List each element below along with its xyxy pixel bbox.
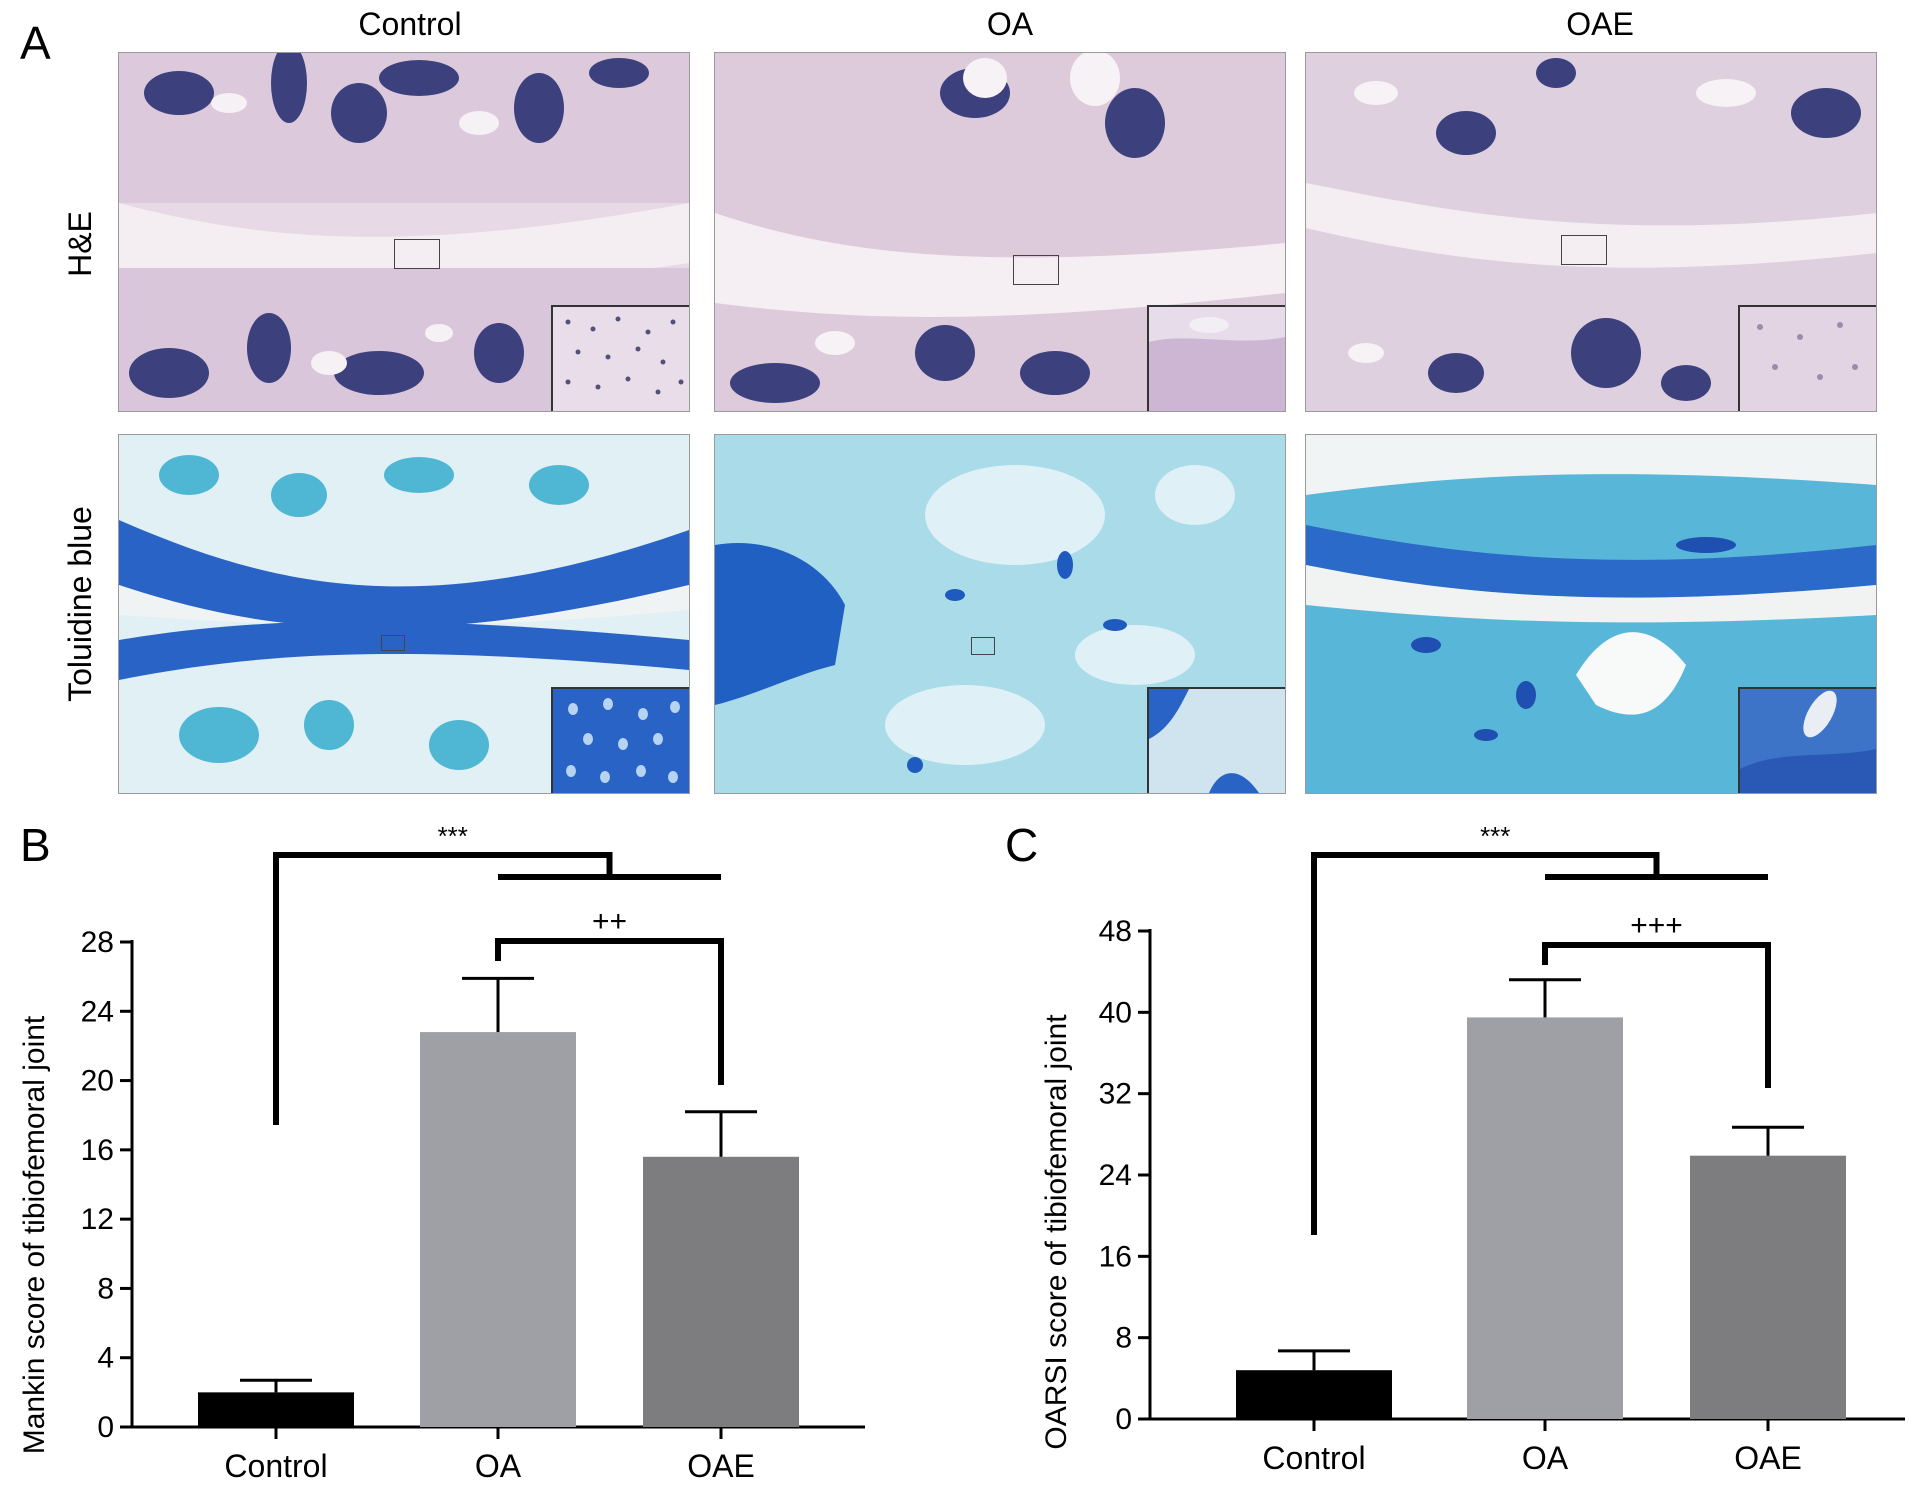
panel-letter-b: B: [20, 819, 51, 871]
chart-c-bracket-main: [1311, 852, 1660, 1235]
inset-he-oa: [1147, 305, 1285, 411]
chart-b-axes: 0 4 8 12 16 20 24 28 Control OA OAE *** ++: [81, 821, 865, 1484]
chart-b-sig-label-oa-oae: ++: [592, 905, 627, 938]
chart-b-xtick-label-control: Control: [224, 1448, 327, 1484]
panel-letter-c: C: [1005, 819, 1039, 871]
roi-box-tb-control: [381, 635, 405, 651]
chart-c-axes: 0 8 16 24 32 40 48 Control OA OAE *** +++: [1099, 821, 1905, 1476]
chart-b-ytick-label-5: 20: [81, 1065, 114, 1098]
row-label-he: H&E: [62, 211, 98, 277]
chart-b-bar-oa: [420, 1032, 576, 1427]
chart-c-ylabel: OARSI score of tibiofemoral joint: [1040, 1014, 1073, 1450]
chart-b-ytick-label-3: 12: [81, 1203, 114, 1236]
chart-b-xtick-label-oae: OAE: [687, 1448, 755, 1484]
inset-tb-oae: [1738, 687, 1876, 793]
chart-c-bracket-oa-oae: [1542, 942, 1771, 1088]
chart-b-ytick-label-2: 8: [97, 1272, 114, 1305]
roi-box-tb-oa: [971, 637, 995, 655]
chart-c-ytick-label-5: 40: [1099, 996, 1132, 1029]
chart-b-sig-label-main: ***: [438, 821, 468, 851]
chart-b-ytick-label-1: 4: [97, 1342, 114, 1375]
chart-b-ytick-label-4: 16: [81, 1134, 114, 1167]
chart-c-sig-label-oa-oae: +++: [1630, 909, 1683, 942]
chart-c-xtick-label-control: Control: [1262, 1440, 1365, 1476]
chart-b-xtick-label-oa: OA: [475, 1448, 522, 1484]
inset-he-control: [551, 305, 689, 411]
micrograph-tb-oae: [1305, 434, 1877, 794]
chart-b-bracket-oa-oae: [495, 938, 724, 1085]
micrograph-tb-control: [118, 434, 690, 794]
chart-c-ytick-label-4: 32: [1099, 1078, 1132, 1111]
micrograph-tb-oa: [714, 434, 1286, 794]
inset-he-oae: [1738, 305, 1876, 411]
micrograph-he-oae: [1305, 52, 1877, 412]
column-title-control: Control: [358, 6, 462, 42]
inset-tb-oa: [1147, 687, 1285, 793]
chart-c: 0 8 16 24 32 40 48 Control OA OAE *** +++ OARSI sco…: [1040, 821, 1905, 1476]
micrograph-he-oa: [714, 52, 1286, 412]
chart-c-sig-label-main: ***: [1480, 821, 1510, 851]
chart-b-bar-oae: [643, 1156, 799, 1427]
chart-c-ytick-label-0: 0: [1115, 1403, 1132, 1436]
chart-c-ytick-label-1: 8: [1115, 1322, 1132, 1355]
chart-b-ytick-label-7: 28: [81, 926, 114, 959]
column-title-oae: OAE: [1566, 6, 1634, 42]
roi-box-he-control: [394, 239, 440, 269]
chart-c-ytick-label-2: 16: [1099, 1240, 1132, 1273]
chart-c-bar-oae: [1690, 1155, 1846, 1419]
chart-b-ytick-label-0: 0: [97, 1411, 114, 1444]
panel-letter-a: A: [20, 17, 51, 69]
chart-b-bar-control: [198, 1392, 354, 1427]
chart-c-ytick-label-6: 48: [1099, 915, 1132, 948]
inset-tb-control: [551, 687, 689, 793]
column-title-oa: OA: [986, 6, 1034, 42]
chart-c-bar-control: [1236, 1370, 1392, 1419]
chart-c-bar-oa: [1467, 1017, 1623, 1419]
micrograph-he-control: [118, 52, 690, 412]
chart-c-ytick-label-3: 24: [1099, 1159, 1132, 1192]
chart-c-xtick-label-oae: OAE: [1734, 1440, 1802, 1476]
row-label-toluidine-blue: Toluidine blue: [62, 506, 98, 702]
chart-b-ytick-label-6: 24: [81, 995, 114, 1028]
roi-box-he-oae: [1561, 235, 1607, 265]
chart-b-ylabel: Mankin score of tibiofemoral joint: [18, 1015, 51, 1454]
chart-b-bracket-main: [273, 852, 613, 1125]
chart-b: 0 4 8 12 16 20 24 28 Control OA OAE *** ++ Mankin sc…: [18, 821, 865, 1484]
roi-box-he-oa: [1013, 255, 1059, 285]
chart-c-xtick-label-oa: OA: [1522, 1440, 1569, 1476]
